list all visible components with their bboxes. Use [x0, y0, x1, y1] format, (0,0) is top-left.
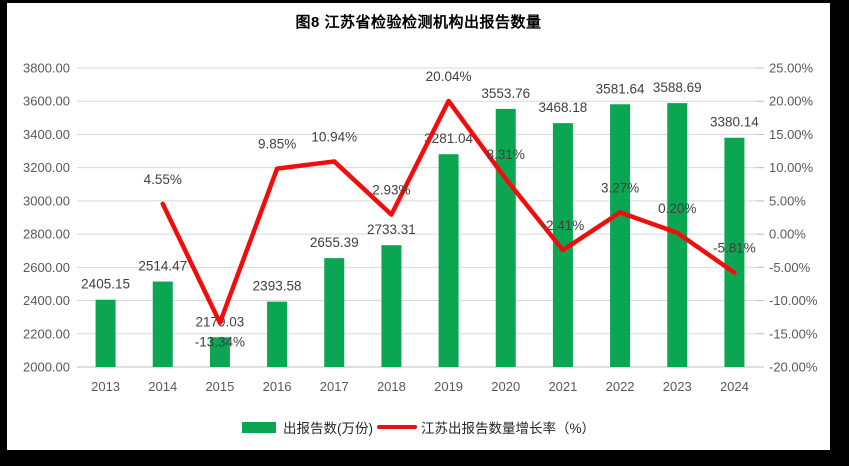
line-value-label: 20.04%: [426, 69, 472, 84]
bar-2015: [209, 337, 230, 367]
bar-value-label: 3468.18: [539, 100, 588, 115]
right-axis-tick-label: -10.00%: [769, 293, 818, 308]
line-series-swatch: [376, 425, 417, 429]
x-axis-tick-label: 2022: [606, 379, 635, 394]
line-value-label: 10.94%: [311, 129, 357, 144]
bar-series-swatch: [241, 421, 276, 433]
left-axis-tick-label: 3600.00: [23, 94, 70, 109]
line-value-label: 3.27%: [601, 180, 639, 195]
bar-2022: [610, 104, 631, 367]
left-axis-tick-label: 2000.00: [23, 360, 70, 375]
right-axis-tick-label: 15.00%: [769, 127, 814, 142]
x-axis-tick-label: 2015: [205, 379, 234, 394]
left-axis-tick-label: 3200.00: [23, 160, 70, 175]
x-axis-tick-label: 2021: [548, 379, 577, 394]
bar-series-label: 出报告数(万份): [282, 421, 373, 436]
line-value-label: -5.81%: [713, 241, 756, 256]
bar-2013: [95, 299, 116, 367]
bar-value-label: 2655.39: [310, 235, 359, 250]
legend-item-line: 江苏出报告数量增长率（%）: [376, 417, 595, 437]
left-axis-tick-label: 3800.00: [23, 61, 70, 76]
right-axis-tick-label: 10.00%: [769, 160, 814, 175]
bar-2018: [381, 245, 402, 367]
bar-2021: [552, 123, 573, 367]
bar-2016: [267, 301, 288, 367]
bar-value-label: 2733.31: [367, 222, 416, 237]
line-value-label: -2.41%: [542, 218, 585, 233]
x-axis-tick-label: 2024: [720, 379, 749, 394]
left-axis-tick-label: 2800.00: [23, 227, 70, 242]
bar-2014: [152, 281, 173, 367]
line-value-label: 2.93%: [372, 183, 410, 198]
chart-panel: [7, 3, 830, 450]
right-axis-tick-label: 0.00%: [769, 227, 806, 242]
line-value-label: 9.85%: [258, 137, 296, 152]
x-axis-tick-label: 2016: [263, 379, 292, 394]
line-value-label: 8.31%: [487, 147, 525, 162]
chart-title: 图8 江苏省检验检测机构出报告数量: [295, 14, 542, 31]
right-axis-tick-label: 25.00%: [769, 61, 814, 76]
right-axis-tick-label: 5.00%: [769, 193, 806, 208]
x-axis-tick-label: 2014: [148, 379, 177, 394]
bar-value-label: 3588.69: [653, 80, 702, 95]
left-axis-tick-label: 3000.00: [23, 193, 70, 208]
chart-legend: 出报告数(万份) 江苏出报告数量增长率（%）: [7, 417, 830, 437]
right-axis-tick-label: 20.00%: [769, 94, 814, 109]
bar-value-label: 2514.47: [138, 259, 187, 274]
line-value-label: -13.34%: [195, 335, 245, 350]
left-axis-tick-label: 3400.00: [23, 127, 70, 142]
left-axis-tick-label: 2400.00: [23, 293, 70, 308]
right-axis-tick-label: -20.00%: [769, 360, 818, 375]
line-series-label: 江苏出报告数量增长率（%）: [420, 421, 595, 436]
right-axis-tick-label: -15.00%: [769, 326, 818, 341]
x-axis-tick-label: 2017: [320, 379, 349, 394]
legend-item-bars: 出报告数(万份): [241, 417, 373, 437]
right-axis-tick-label: -5.00%: [769, 260, 811, 275]
x-axis-tick-label: 2018: [377, 379, 406, 394]
bar-2017: [324, 258, 345, 367]
line-value-label: 4.55%: [144, 172, 182, 187]
x-axis-tick-label: 2023: [663, 379, 692, 394]
x-axis-tick-label: 2020: [491, 379, 520, 394]
x-axis-tick-label: 2013: [91, 379, 120, 394]
growth-rate-line: [160, 98, 737, 325]
bar-value-label: 3553.76: [481, 86, 530, 101]
bar-value-label: 2393.58: [253, 279, 302, 294]
x-axis-tick-label: 2019: [434, 379, 463, 394]
left-axis-tick-label: 2200.00: [23, 326, 70, 341]
bar-value-label: 3581.64: [596, 81, 645, 96]
line-value-label: 0.20%: [658, 201, 696, 216]
bar-value-label: 3281.04: [424, 131, 473, 146]
bar-2019: [438, 154, 459, 367]
bar-2024: [724, 137, 745, 367]
bar-value-label: 2405.15: [81, 277, 130, 292]
left-axis-tick-label: 2600.00: [23, 260, 70, 275]
bar-value-label: 3380.14: [710, 115, 759, 130]
